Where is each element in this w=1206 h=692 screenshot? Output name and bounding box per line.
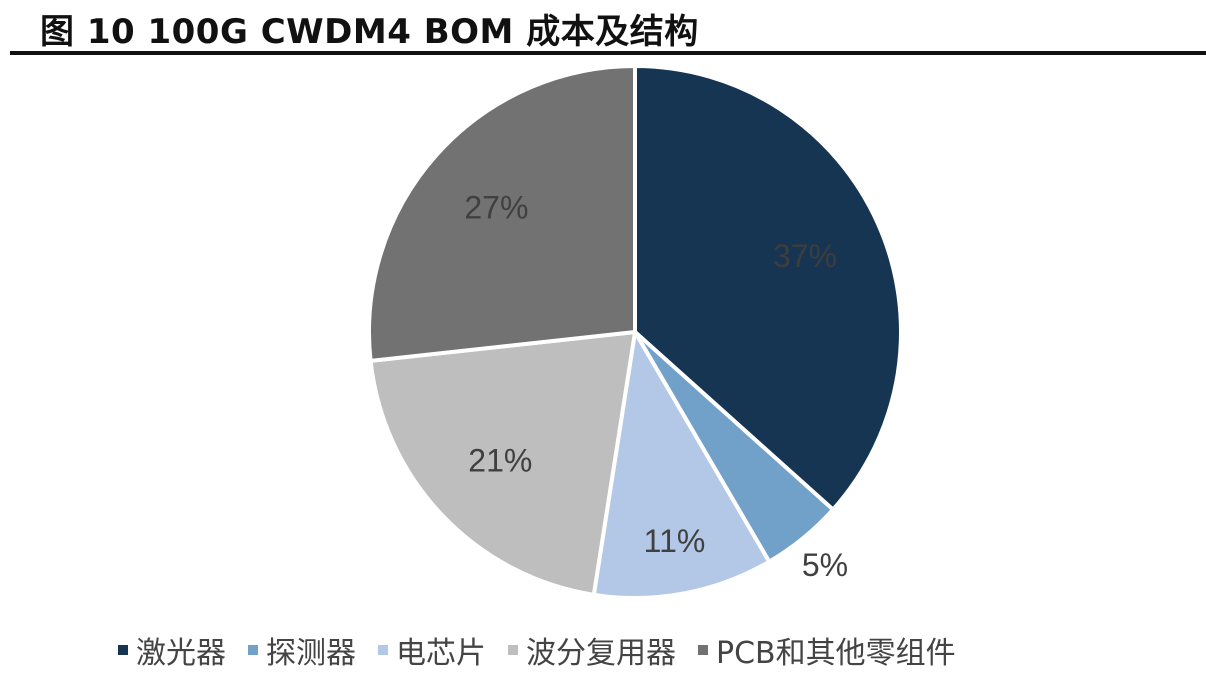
- pie-slice: [633, 64, 903, 512]
- pie-labels: 37% 5% 11% 21% 27%: [464, 190, 848, 583]
- legend-swatch-icon: [698, 645, 708, 655]
- chart-legend: 激光器 探测器 电芯片 波分复用器 PCB和其他零组件: [118, 628, 978, 672]
- legend-swatch-icon: [248, 645, 258, 655]
- chart-title: 图 10 100G CWDM4 BOM 成本及结构: [40, 12, 699, 52]
- legend-item: 波分复用器: [508, 628, 676, 672]
- legend-swatch-icon: [378, 645, 388, 655]
- legend-label: PCB和其他零组件: [716, 636, 956, 671]
- pie-slices: [367, 64, 903, 600]
- legend-swatch-icon: [508, 645, 518, 655]
- legend-label: 激光器: [136, 636, 226, 671]
- legend-label: 探测器: [266, 636, 356, 671]
- legend-label: 波分复用器: [526, 636, 676, 671]
- pie-slice-label: 5%: [802, 547, 848, 583]
- pie-slice: [367, 64, 637, 363]
- pie-slice-label: 11%: [644, 523, 706, 559]
- legend-item: 电芯片: [378, 628, 486, 672]
- pie-slice: [368, 330, 637, 597]
- legend-swatch-icon: [118, 645, 128, 655]
- legend-item: 激光器: [118, 628, 226, 672]
- pie-slice: [591, 330, 772, 600]
- legend-item: PCB和其他零组件: [698, 628, 956, 672]
- pie-slice-label: 27%: [464, 190, 528, 226]
- legend-item: 探测器: [248, 628, 356, 672]
- pie-slice-label: 21%: [468, 443, 532, 479]
- pie-slice-label: 37%: [773, 238, 837, 274]
- legend-label: 电芯片: [396, 636, 486, 671]
- title-rule: [10, 51, 1206, 55]
